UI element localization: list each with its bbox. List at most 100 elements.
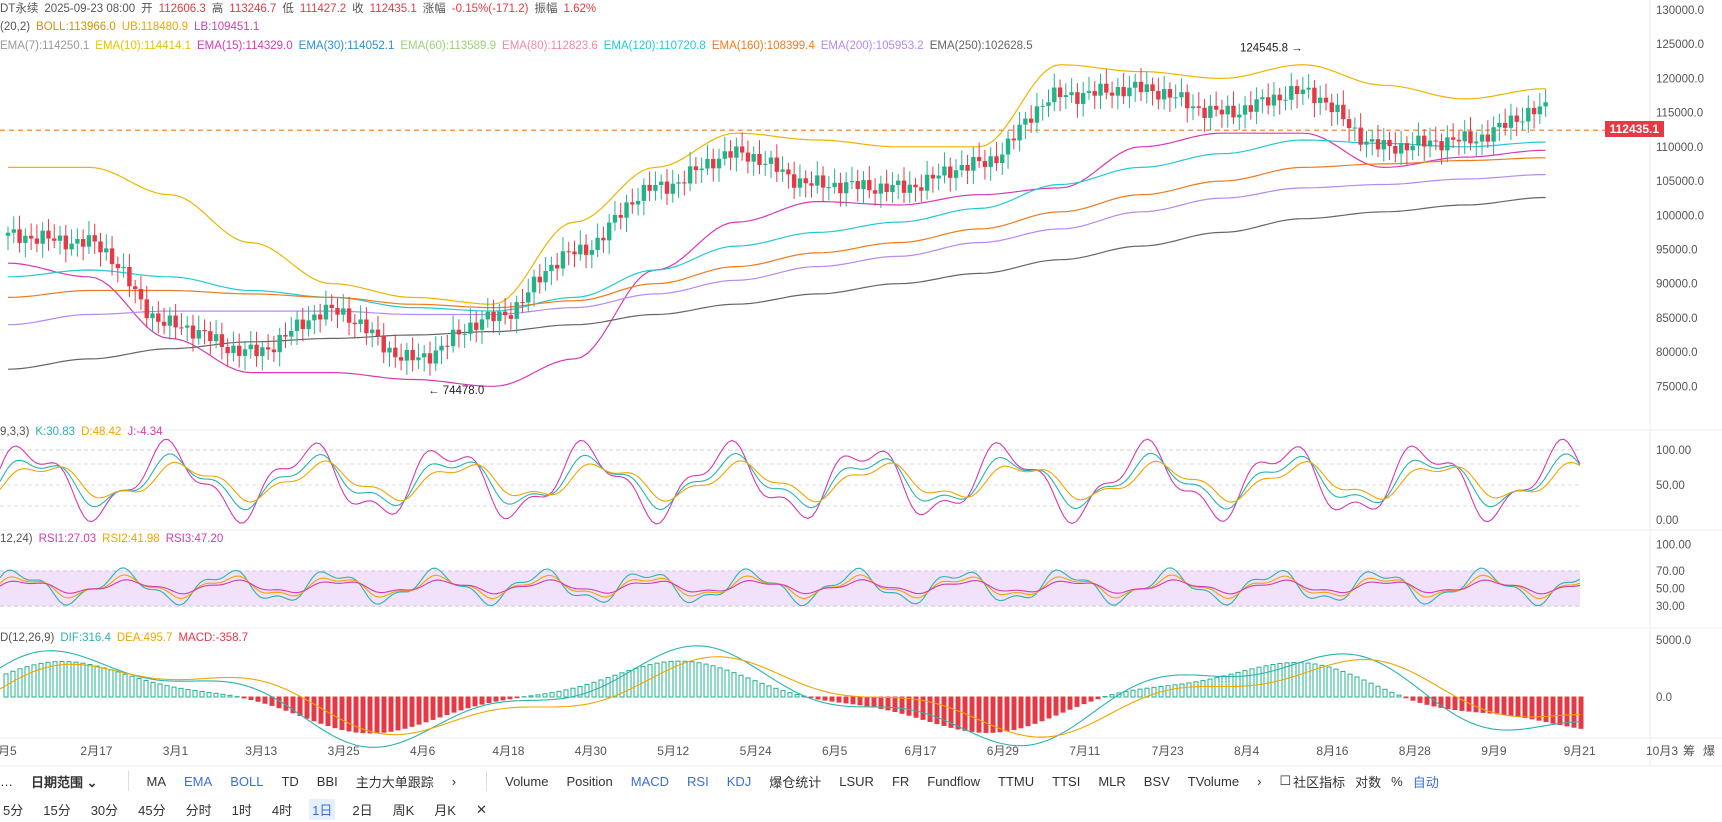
- sub-indicator-lsur[interactable]: LSUR: [839, 773, 874, 789]
- timeframe-30分[interactable]: 30分: [90, 803, 119, 818]
- candle-body: [1404, 143, 1410, 151]
- timeframe-✕[interactable]: ✕: [475, 801, 487, 817]
- community-indicator-button[interactable]: 社区指标: [1293, 774, 1346, 790]
- x-axis-label: 6月17: [904, 744, 936, 758]
- timeframe-1时[interactable]: 1时: [231, 803, 252, 818]
- macd-item: DEA:495.7: [116, 632, 173, 644]
- macd-bar: [626, 669, 632, 698]
- macd-bar: [73, 661, 79, 698]
- ohlc-item: 收: [352, 3, 364, 15]
- main-indicator-ema[interactable]: EMA: [184, 773, 213, 789]
- candle-body: [971, 157, 976, 171]
- sub-indicator-position[interactable]: Position: [566, 773, 613, 789]
- candle-body: [745, 152, 751, 162]
- sub-indicator-tvolume[interactable]: TVolume: [1187, 773, 1240, 789]
- sub-indicator-kdj[interactable]: KDJ: [726, 773, 752, 789]
- candle-body: [664, 181, 670, 194]
- ema-item: EMA(160):108399.4: [711, 40, 815, 52]
- main-indicator-next-button[interactable]: ›: [451, 773, 457, 789]
- timeframe-5分[interactable]: 5分: [3, 803, 24, 818]
- timeframe-周K[interactable]: 周K: [392, 803, 415, 818]
- price-axis-label: 95000.0: [1656, 244, 1698, 256]
- candle-body: [104, 248, 109, 253]
- timeframe-2日[interactable]: 2日: [352, 803, 373, 818]
- sub-indicator-爆仓统计[interactable]: 爆仓统计: [769, 774, 822, 790]
- macd-bar: [1144, 687, 1150, 698]
- candle-body: [728, 151, 733, 158]
- macd-bar: [290, 696, 296, 714]
- candle-body: [1190, 106, 1196, 109]
- macd-bar: [1403, 696, 1409, 699]
- kdj-item: J:-4.34: [127, 426, 163, 438]
- percent-scale-button[interactable]: %: [1391, 773, 1403, 789]
- candle-body: [1242, 105, 1248, 115]
- candle-body: [566, 251, 571, 253]
- timeframe-15分[interactable]: 15分: [43, 803, 71, 818]
- ema-item: EMA(7):114250.1: [0, 40, 90, 52]
- candle-body: [34, 238, 40, 244]
- candle-body: [485, 311, 490, 320]
- ohlc-info: DT永续 2025-09-23 08:00 开 112606.3 高 113246.7 低 1…: [0, 2, 602, 16]
- main-indicator-ma[interactable]: MA: [146, 773, 167, 789]
- main-indicator-主力大单跟踪[interactable]: 主力大单跟踪: [355, 774, 434, 790]
- macd-dif-line: [0, 645, 1581, 748]
- candle-body: [1375, 139, 1381, 150]
- candle-body: [277, 334, 282, 353]
- timeframe-分时[interactable]: 分时: [185, 803, 212, 818]
- sub-indicator-mlr[interactable]: MLR: [1098, 773, 1126, 789]
- macd-bar: [822, 696, 828, 701]
- sub-indicator-volume[interactable]: Volume: [505, 773, 549, 789]
- macd-bar: [542, 693, 548, 698]
- candle-body: [1491, 127, 1496, 142]
- macd-bar: [1557, 696, 1563, 726]
- timeframe-4时[interactable]: 4时: [271, 803, 293, 818]
- macd-bar: [1347, 673, 1353, 698]
- sub-indicator-macd[interactable]: MACD: [630, 773, 670, 789]
- candle-body: [156, 313, 161, 322]
- candle-body: [508, 315, 514, 319]
- macd-bar: [612, 674, 618, 698]
- candle-body: [1358, 127, 1363, 145]
- candle-body: [815, 175, 820, 186]
- candle-body: [693, 166, 699, 171]
- timeframe-bar: 5分 15分 30分 45分 分时 1时 4时 1日 2日 周K 月K ✕: [0, 797, 1722, 822]
- date-range-button[interactable]: 日期范围 ⌄: [31, 774, 98, 790]
- macd-bar: [1095, 696, 1101, 700]
- timeframe-45分[interactable]: 45分: [138, 803, 166, 818]
- main-indicator-td[interactable]: TD: [281, 773, 299, 789]
- macd-bar: [3, 673, 9, 698]
- main-indicator-bbi[interactable]: BBI: [316, 773, 338, 789]
- ohlc-item: 振幅: [534, 3, 558, 15]
- kdj-item: 9,3,3): [0, 426, 30, 438]
- macd-bar: [731, 672, 737, 698]
- sub-indicator-next-button[interactable]: ›: [1257, 773, 1262, 789]
- candle-body: [1052, 87, 1057, 103]
- macd-bar: [374, 696, 380, 734]
- sub-indicator-fr[interactable]: FR: [891, 773, 910, 789]
- candle-body: [1265, 97, 1271, 106]
- macd-bar: [773, 687, 779, 698]
- candle-body: [52, 238, 57, 241]
- candle-body: [173, 315, 178, 328]
- candle-body: [1514, 115, 1519, 122]
- auto-scale-button[interactable]: 自动: [1412, 774, 1439, 790]
- candle-body: [184, 325, 190, 328]
- candle-body: [554, 264, 560, 269]
- timeframe-月K[interactable]: 月K: [434, 803, 456, 818]
- candle-body: [462, 333, 467, 335]
- timeframe-1日[interactable]: 1日: [309, 799, 336, 820]
- macd-bar: [654, 662, 660, 698]
- sub-indicator-bsv[interactable]: BSV: [1143, 773, 1170, 789]
- log-scale-button[interactable]: 对数: [1355, 774, 1382, 790]
- main-indicator-boll[interactable]: BOLL: [230, 773, 264, 789]
- macd-bar: [1046, 696, 1052, 719]
- sub-indicator-ttsi[interactable]: TTSI: [1052, 773, 1081, 789]
- sub-indicator-ttmu[interactable]: TTMU: [998, 773, 1035, 789]
- candle-body: [1416, 135, 1421, 146]
- candle-body: [578, 244, 583, 255]
- toolbar-more-button[interactable]: …: [0, 773, 13, 789]
- sub-indicator-fundflow[interactable]: Fundflow: [927, 773, 981, 789]
- candle-body: [92, 235, 97, 242]
- sub-indicator-rsi[interactable]: RSI: [687, 773, 709, 789]
